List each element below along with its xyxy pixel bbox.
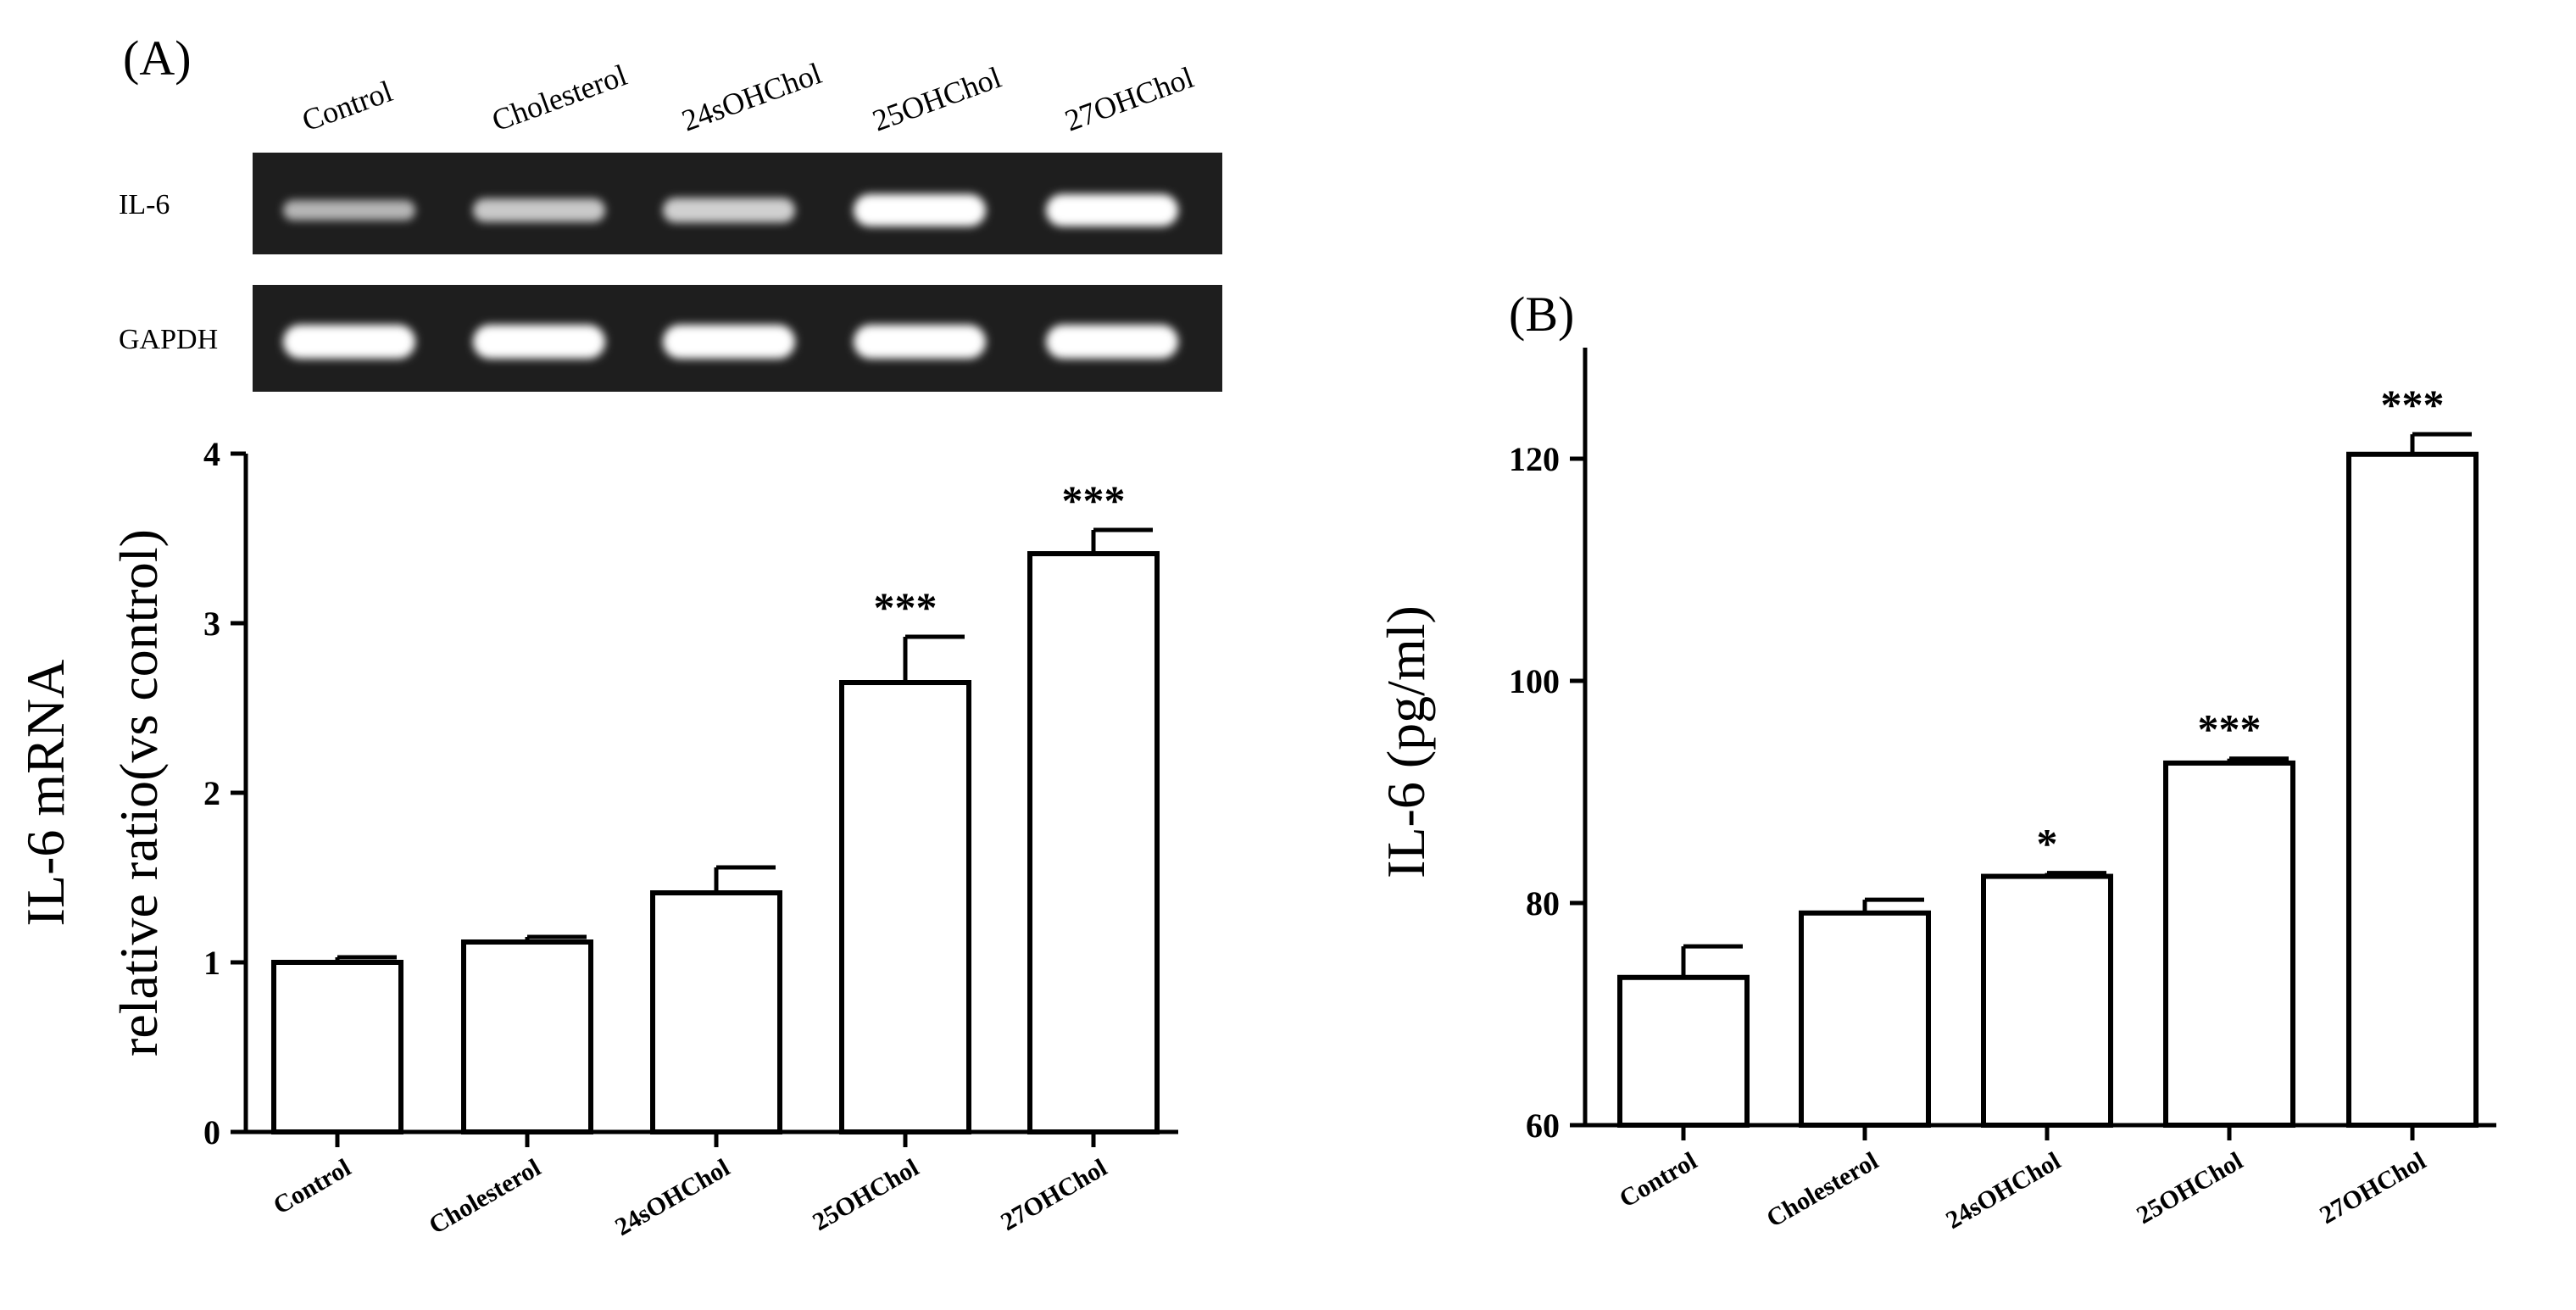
gel-image: IL-6 GAPDH <box>119 153 1222 392</box>
gel-row-label: IL-6 <box>119 189 170 220</box>
gel-band <box>854 325 986 359</box>
x-category-label: 24sOHChol <box>610 1153 734 1241</box>
gel-band <box>854 194 986 226</box>
x-category-label: 25OHChol <box>808 1153 923 1236</box>
gel-lane-label: 24sOHChol <box>677 56 826 137</box>
chart-a: 0 1 2 3 4 Control Cholesterol 24sOHChol *** 25OHC… <box>203 435 1178 1241</box>
gel-band <box>663 198 795 223</box>
bar <box>2346 451 2479 1128</box>
bar <box>2163 760 2295 1128</box>
x-category-label: Control <box>1615 1146 1702 1212</box>
significance-label: * <box>2037 820 2058 867</box>
x-category-label: Cholesterol <box>424 1153 545 1240</box>
bar <box>1027 551 1160 1134</box>
x-category-label: 24sOHChol <box>1941 1146 2065 1235</box>
bar <box>1617 974 1750 1129</box>
gel-band <box>1046 194 1178 226</box>
y-tick-label: 3 <box>203 605 220 643</box>
x-category-label: 25OHChol <box>2132 1146 2247 1229</box>
y-tick-label: 0 <box>203 1113 220 1151</box>
panel-b-label: (B) <box>1509 287 1574 342</box>
y-tick-label: 100 <box>1509 662 1560 700</box>
gel-lane-labels: Control Cholesterol 24sOHChol 25OHChol 27OHC… <box>298 56 1198 137</box>
x-category-label: Cholesterol <box>1761 1146 1883 1233</box>
bar <box>1981 873 2113 1129</box>
bar <box>271 960 403 1134</box>
gel-band <box>663 325 795 359</box>
gel-lane-label: Cholesterol <box>487 58 631 137</box>
y-tick-label: 80 <box>1526 884 1560 923</box>
gel-row-label: GAPDH <box>119 324 218 355</box>
bar <box>461 939 593 1134</box>
significance-label: *** <box>2381 381 2445 428</box>
bar <box>839 680 971 1134</box>
x-category-label: 27OHChol <box>996 1153 1111 1236</box>
chart-a-ylabel-line1: IL-6 mRNA <box>15 660 75 927</box>
gel-band <box>283 325 415 359</box>
x-category-label: 27OHChol <box>2315 1146 2430 1229</box>
y-tick-label: 1 <box>203 944 220 982</box>
y-tick-label: 120 <box>1509 440 1560 478</box>
bar <box>1799 910 1931 1129</box>
gel-band <box>283 200 415 220</box>
y-tick-label: 60 <box>1526 1107 1560 1145</box>
y-tick-label: 2 <box>203 774 220 812</box>
chart-b: 60 80 100 120 Control Cholesterol * 24sOHChol **… <box>1509 348 2496 1235</box>
significance-label: *** <box>1062 477 1126 524</box>
gel-lane-label: Control <box>298 74 397 137</box>
gel-lane-label: 27OHChol <box>1060 60 1198 138</box>
significance-label: *** <box>874 583 937 631</box>
panel-a-label: (A) <box>123 31 192 86</box>
bar <box>650 890 782 1134</box>
gel-band <box>473 325 605 359</box>
gel-band <box>473 198 605 222</box>
chart-a-ylabel-line2: relative ratio(vs control) <box>108 529 169 1056</box>
chart-b-ylabel: IL-6 (pg/ml) <box>1376 605 1436 878</box>
x-category-label: Control <box>269 1153 356 1219</box>
gel-lane-label: 25OHChol <box>868 60 1005 138</box>
y-tick-label: 4 <box>203 435 220 473</box>
gel-band <box>1046 325 1178 359</box>
significance-label: *** <box>2198 705 2262 753</box>
